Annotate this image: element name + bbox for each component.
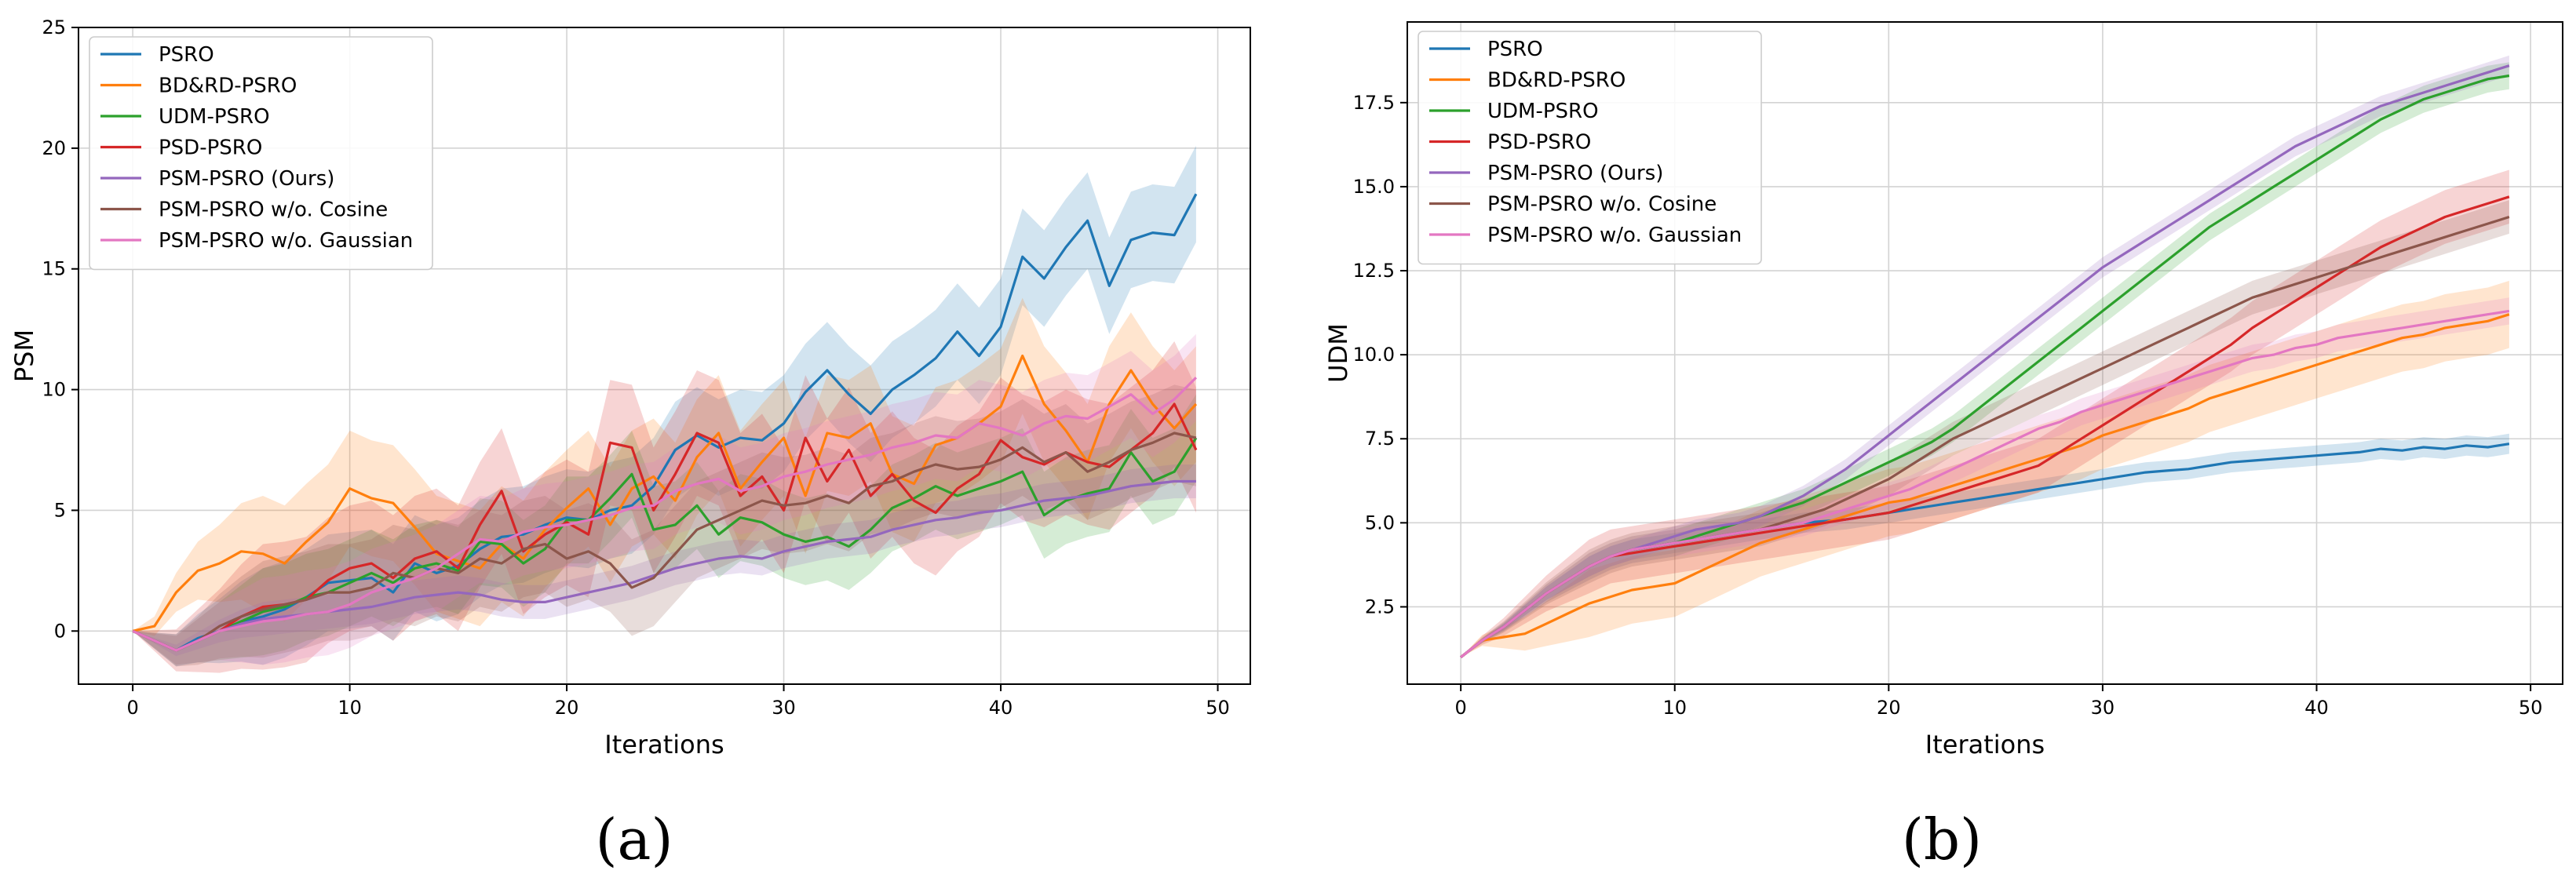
panel-label: (b) [1902,807,1982,872]
series-line-psm-psro-w-o-gaussian [1460,309,2510,658]
chart-panel-b: 0 10 20 30 40 50 2.5 5.0 7.5 10.0 12.5 15.0 17.5 Iter… [1323,21,2563,872]
y-tick-label: 12.5 [1353,260,1395,282]
x-tick-label: 50 [1206,697,1230,719]
series-band-psm-psro-w-o-cosine [1461,200,2509,657]
y-tick-label: 5.0 [1365,512,1395,534]
legend: PSRO BD&RD-PSRO UDM-PSRO PSD-PSRO PSM-PSRO (… [89,36,433,271]
plot-area [1460,55,2510,658]
series-band-udm-psro [1461,62,2509,657]
legend-box [1418,31,1762,265]
x-tick-label: 30 [772,697,796,719]
x-tick-label: 0 [1455,697,1467,719]
y-tick-label: 7.5 [1365,428,1395,450]
y-tick-label: 20 [42,137,66,159]
x-tick-label: 10 [338,697,362,719]
x-tick-label: 20 [555,697,579,719]
legend-label: UDM-PSRO [159,105,270,129]
y-axis-label: UDM [1323,323,1353,383]
legend-label: PSM-PSRO w/o. Cosine [159,198,388,222]
x-tick-label: 20 [1877,697,1901,719]
x-tick-label: 40 [989,697,1013,719]
y-tick-label: 0 [54,620,66,642]
series-band-psro [133,145,1196,667]
legend-label: UDM-PSRO [1487,100,1599,123]
legend-label: PSM-PSRO w/o. Gaussian [1487,224,1742,247]
legend: PSRO BD&RD-PSRO UDM-PSRO PSD-PSRO PSM-PSRO (… [1418,31,1762,265]
legend-label: PSD-PSRO [159,137,262,160]
panel-label: (a) [595,807,673,872]
series-line-bd-rd-psro [132,354,1198,632]
series-band-psm-psro-ours- [1461,55,2509,657]
legend-label: PSD-PSRO [1487,131,1591,155]
series-band-psm-psro-ours- [133,464,1196,657]
series-line-psd-psro [1460,195,2510,658]
y-axis-label: PSM [9,330,39,382]
series-line-psd-psro [132,402,1198,652]
y-tick-label: 17.5 [1353,92,1395,114]
legend-label: PSM-PSRO w/o. Cosine [1487,193,1717,217]
y-tick-label: 10.0 [1353,344,1395,366]
plot-area [132,145,1198,673]
y-tick-label: 10 [42,379,66,401]
legend-label: PSM-PSRO w/o. Gaussian [159,229,413,253]
series-line-psm-psro-w-o-cosine [132,432,1197,652]
legend-label: BD&RD-PSRO [159,75,297,98]
x-axis-label: Iterations [604,730,724,759]
legend-label: PSRO [1487,38,1543,61]
series-band-psd-psro [133,341,1196,673]
y-tick-label: 15.0 [1353,176,1395,198]
series-band-udm-psro [133,394,1196,665]
series-line-psm-psro-w-o-gaussian [132,377,1198,652]
legend-label: PSM-PSRO (Ours) [1487,162,1663,185]
x-tick-label: 50 [2519,697,2543,719]
series-band-psm-psro-w-o-gaussian [1461,297,2509,657]
y-tick-label: 5 [54,499,66,521]
chart-panel-a: 0 10 20 30 40 50 0 5 10 15 20 25 Iterations PSM PSRO BD… [9,16,1251,872]
x-tick-label: 10 [1662,697,1687,719]
series-band-psro [1461,433,2509,657]
legend-label: PSM-PSRO (Ours) [159,167,334,191]
y-tick-label: 2.5 [1365,595,1395,617]
series-line-bd-rd-psro [1460,313,2510,658]
x-axis-label: Iterations [1925,730,2045,759]
y-tick-label: 15 [42,258,66,280]
legend-label: BD&RD-PSRO [1487,69,1626,93]
plot-frame [1407,21,2563,685]
legend-box [89,36,433,271]
series-band-bd-rd-psro [1461,280,2509,657]
legend-label: PSRO [159,43,214,67]
plot-frame [78,27,1251,685]
x-tick-label: 40 [2304,697,2329,719]
x-tick-label: 30 [2091,697,2115,719]
y-tick-label: 25 [42,16,66,38]
x-tick-label: 0 [126,697,138,719]
